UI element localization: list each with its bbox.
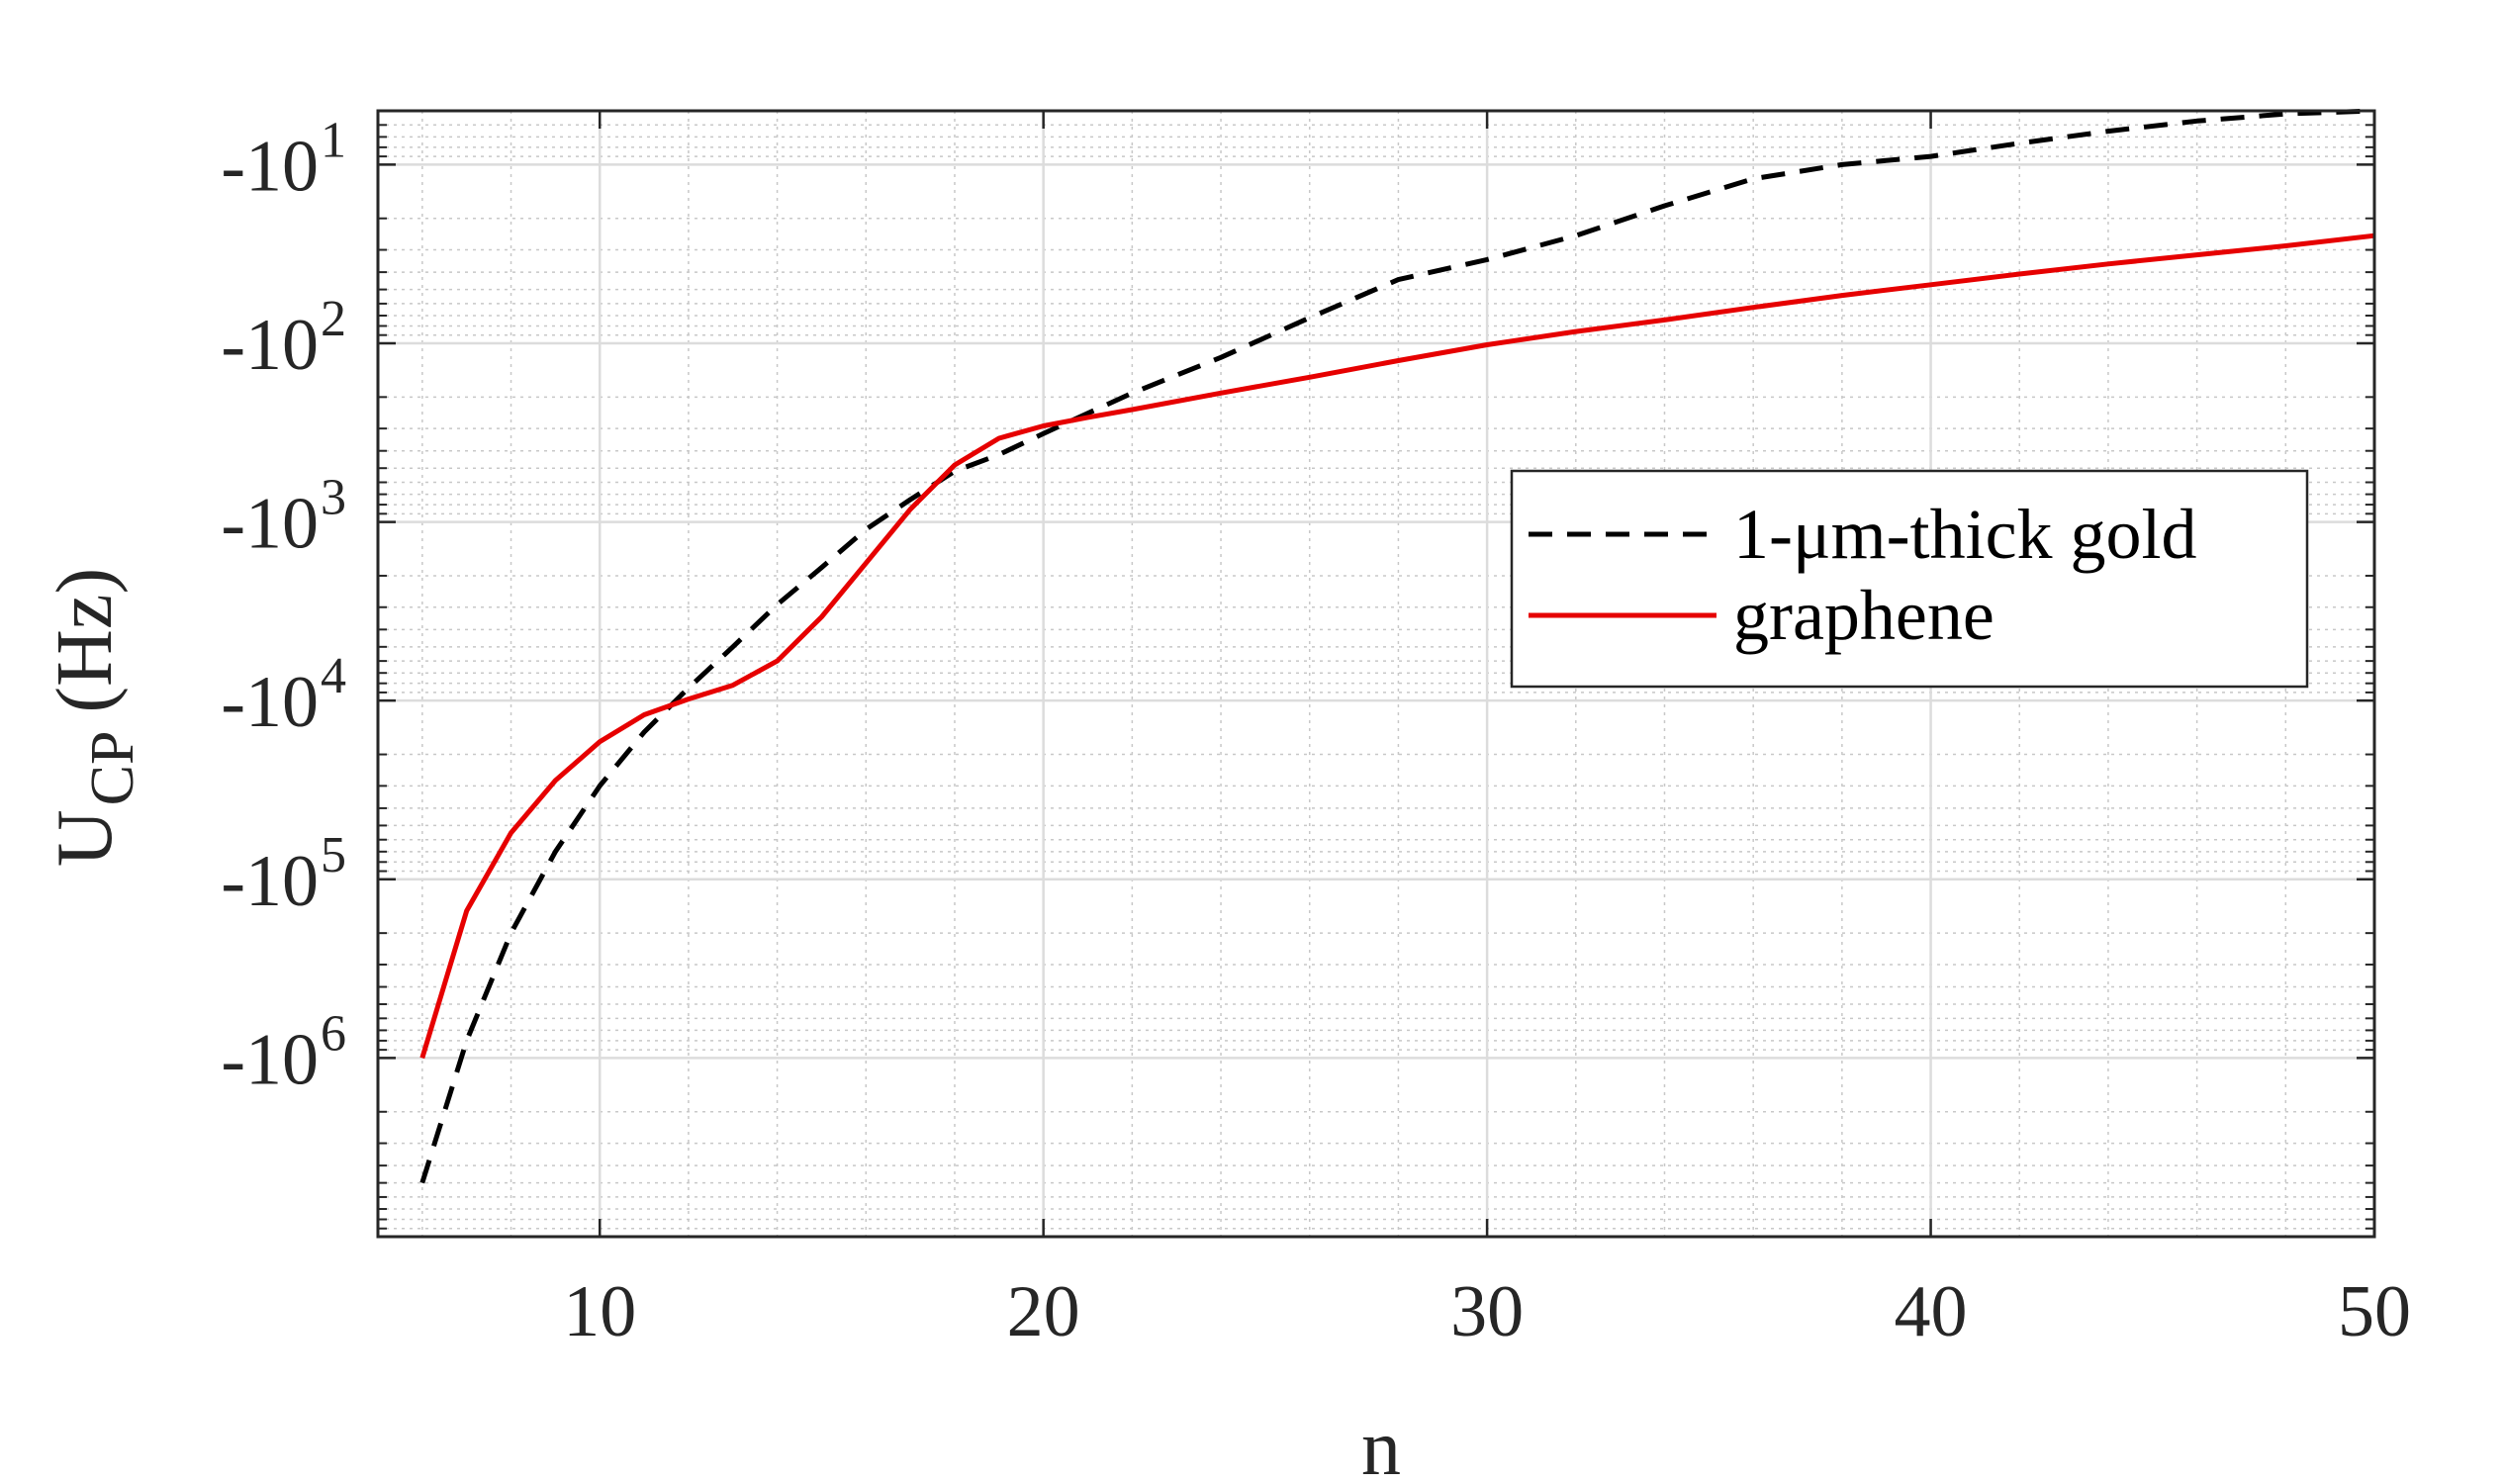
x-axis-label: n bbox=[1361, 1405, 1401, 1484]
y-tick-labels: -10 1-10 2-10 3-10 4-10 5-10 6 bbox=[221, 112, 346, 1100]
y-tick-label: -10 bbox=[221, 662, 319, 743]
y-tick-label-exponent: 1 bbox=[321, 112, 346, 168]
series-layer bbox=[419, 108, 2375, 1184]
major-grid bbox=[378, 111, 2374, 1237]
y-tick-label-exponent: 4 bbox=[321, 648, 346, 704]
y-axis-label-main: U bbox=[42, 809, 129, 867]
legend-box bbox=[1510, 469, 2309, 689]
x-tick-label: 40 bbox=[1895, 1271, 1968, 1352]
series-line-graphene bbox=[419, 232, 2375, 1060]
y-axis-label-unit: (Hz) bbox=[42, 568, 129, 713]
y-tick-label: -10 bbox=[221, 305, 319, 386]
y-tick-label-exponent: 2 bbox=[321, 291, 346, 347]
x-tick-labels: 10 20 30 40 50 bbox=[563, 1271, 2411, 1352]
x-tick-label: 10 bbox=[563, 1271, 636, 1352]
y-tick-label-exponent: 6 bbox=[321, 1005, 346, 1062]
y-tick-label-exponent: 3 bbox=[321, 470, 346, 526]
y-tick-label: -10 bbox=[221, 484, 319, 565]
x-tick-label: 30 bbox=[1450, 1271, 1524, 1352]
y-tick-label: -10 bbox=[221, 126, 319, 207]
axis-ticks bbox=[378, 111, 2376, 1237]
y-tick-label-exponent: 5 bbox=[321, 827, 346, 883]
legend: 1-μm-thick gold graphene bbox=[1510, 469, 2309, 689]
legend-label-gold: 1-μm-thick gold bbox=[1733, 495, 2197, 574]
x-tick-label: 50 bbox=[2338, 1271, 2411, 1352]
y-tick-label: -10 bbox=[221, 1019, 319, 1100]
y-tick-label: -10 bbox=[221, 841, 319, 922]
series-line-gold bbox=[419, 108, 2375, 1184]
x-tick-label: 20 bbox=[1007, 1271, 1080, 1352]
legend-label-graphene: graphene bbox=[1733, 576, 1995, 655]
y-axis-label: UCP (Hz) bbox=[42, 568, 146, 867]
y-axis-label-subscript: CP bbox=[79, 730, 146, 805]
